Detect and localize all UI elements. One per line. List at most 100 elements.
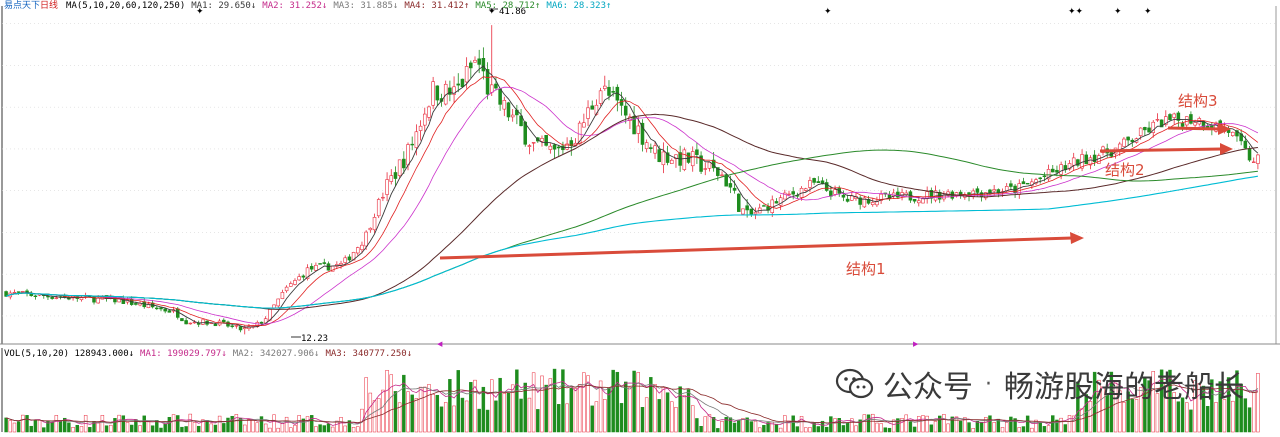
candle-body <box>50 296 54 299</box>
volume-bar <box>1034 419 1038 433</box>
candle-body <box>992 189 996 192</box>
volume-bar <box>841 425 846 433</box>
candle-body <box>448 87 452 95</box>
volume-bar <box>150 425 155 433</box>
candle-body <box>808 180 812 188</box>
volume-bar <box>791 415 795 433</box>
candle-body <box>427 106 431 118</box>
vol-ma20-line <box>5 384 1258 424</box>
volume-bar <box>896 418 900 433</box>
volume-bar <box>21 414 25 433</box>
candle-body <box>364 231 368 247</box>
volume-bar <box>62 417 67 433</box>
volume-bar <box>774 423 779 433</box>
volume-bar <box>921 415 925 433</box>
candle-body <box>414 131 419 148</box>
candle-body <box>309 266 314 270</box>
candle-body <box>481 58 486 72</box>
candle-body <box>489 84 494 93</box>
candle-body <box>569 140 574 147</box>
volume-bar <box>1189 409 1193 433</box>
candle-body <box>778 197 783 206</box>
volume-bar <box>1051 415 1055 433</box>
candle-body <box>762 205 766 207</box>
volume-bar <box>1256 373 1260 433</box>
scroll-left-icon[interactable]: ◀ <box>437 340 443 348</box>
volume-bar <box>1063 424 1068 433</box>
volume-bar <box>950 416 954 433</box>
volume-bar <box>1197 383 1202 433</box>
volume-bar <box>196 425 201 433</box>
volume-bar <box>1235 370 1239 433</box>
volume-bar <box>42 427 46 433</box>
candle-body <box>632 115 636 135</box>
volume-bar <box>1147 380 1151 433</box>
candle-body <box>858 197 862 205</box>
candle-body <box>1147 127 1151 133</box>
volume-bar <box>737 419 741 433</box>
volume-bar <box>251 420 255 433</box>
candle-body <box>787 193 791 196</box>
candle-body <box>1050 168 1055 173</box>
candle-body <box>1025 182 1030 185</box>
candle-body <box>619 99 624 106</box>
candle-body <box>741 208 745 215</box>
candle-body <box>875 200 879 206</box>
volume-bar <box>958 420 963 433</box>
candle-body <box>276 298 280 307</box>
candle-body <box>548 145 553 150</box>
volume-bar <box>1247 407 1252 433</box>
scroll-right-icon[interactable]: ▶ <box>913 340 919 348</box>
candle-body <box>435 85 440 101</box>
volume-bar <box>1122 401 1126 433</box>
volume-bar <box>393 391 398 433</box>
period-label[interactable]: 日线 <box>40 1 59 11</box>
volume-bar <box>1214 402 1218 433</box>
candle-body <box>1168 114 1172 120</box>
candle-body <box>234 325 239 327</box>
ma10-line <box>5 76 1259 327</box>
candle-body <box>247 326 251 329</box>
volume-bar <box>79 426 84 433</box>
volume-bar <box>1080 408 1084 433</box>
volume-bar <box>845 422 850 433</box>
candle-body <box>305 267 310 279</box>
candle-body <box>393 172 398 179</box>
volume-bar <box>418 386 423 433</box>
volume-bar <box>67 422 71 433</box>
candle-body <box>816 181 821 183</box>
volume-bar <box>649 377 653 433</box>
candle-body <box>188 322 193 325</box>
structure-3-arrow <box>1167 123 1231 135</box>
volume-bar <box>402 374 406 433</box>
volume-bar <box>469 382 473 433</box>
volume-bar <box>293 424 297 433</box>
volume-bar <box>619 403 624 433</box>
candle-body <box>1138 127 1143 136</box>
volume-bar <box>1138 387 1143 433</box>
candle-body <box>1155 119 1160 121</box>
candle-body <box>724 174 728 187</box>
vol-ma2-value: MA2: 342027.906↓ <box>232 349 320 359</box>
volume-bar <box>255 422 260 433</box>
volume-bar <box>1193 380 1197 433</box>
volume-bar <box>908 421 913 433</box>
candle-body <box>870 202 875 205</box>
candle-body <box>682 149 687 170</box>
candle-body <box>1180 123 1185 127</box>
stock-name[interactable]: 易点天下 <box>4 1 41 11</box>
candle-body <box>456 83 461 86</box>
candle-body <box>1243 140 1248 149</box>
volume-bar <box>263 423 268 433</box>
volume-bar <box>644 397 649 433</box>
candle-body <box>301 275 306 278</box>
candle-body <box>791 191 795 195</box>
volume-bar <box>435 394 440 433</box>
watermark-separator: · <box>985 371 992 397</box>
volume-bar <box>984 417 988 433</box>
volume-bar <box>163 423 167 433</box>
volume-bar <box>1239 383 1243 433</box>
candle-body <box>506 102 511 118</box>
volume-bar <box>443 402 448 433</box>
candle-body <box>381 196 385 199</box>
